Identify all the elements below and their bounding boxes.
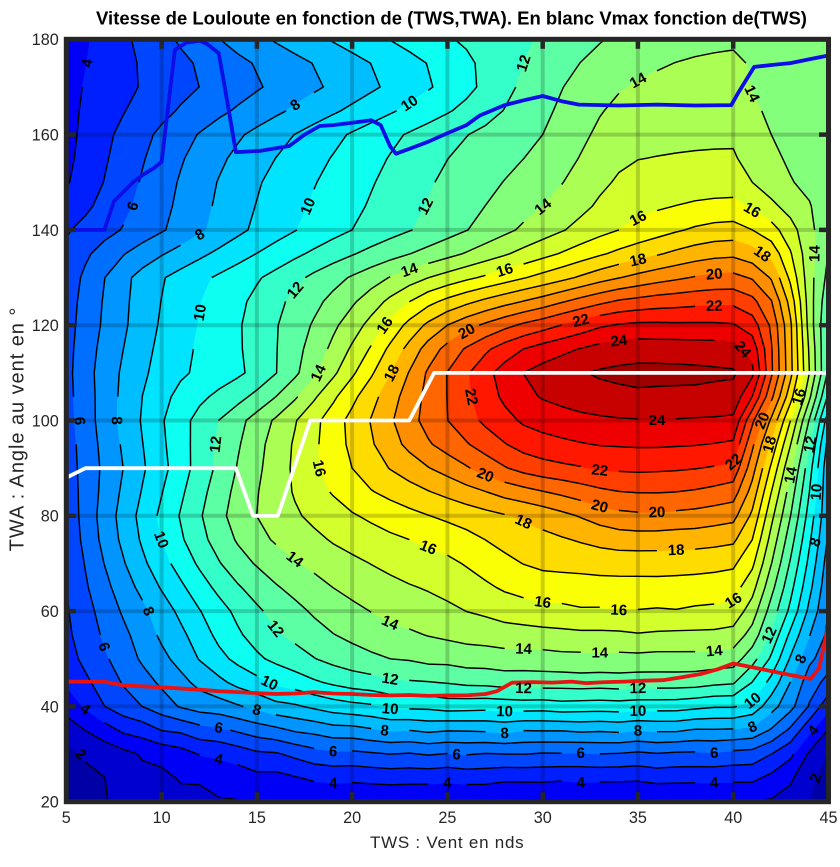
svg-text:14: 14 [806,245,823,263]
svg-text:Vitesse de Louloute en fonctio: Vitesse de Louloute en fonction de (TWS,… [96,8,807,29]
svg-text:20: 20 [41,794,59,812]
svg-text:45: 45 [819,809,837,827]
svg-text:16: 16 [789,387,810,408]
svg-text:160: 160 [32,127,59,145]
svg-text:4: 4 [443,775,452,792]
svg-text:20: 20 [455,320,478,343]
svg-text:10: 10 [381,700,399,718]
svg-text:6: 6 [213,719,224,737]
svg-text:14: 14 [627,69,650,92]
svg-text:16: 16 [627,207,650,230]
svg-text:14: 14 [515,641,533,659]
svg-text:10: 10 [191,303,210,322]
svg-text:60: 60 [41,603,59,621]
svg-text:8: 8 [379,722,389,740]
svg-text:35: 35 [629,809,647,827]
svg-text:12: 12 [758,624,780,646]
svg-text:10: 10 [741,689,765,713]
svg-text:20: 20 [705,265,723,283]
svg-text:16: 16 [740,199,763,222]
svg-text:25: 25 [438,809,456,827]
svg-text:140: 140 [32,222,59,240]
svg-text:14: 14 [379,612,402,635]
svg-text:16: 16 [417,537,439,559]
svg-text:12: 12 [415,195,438,218]
svg-text:12: 12 [263,617,287,641]
svg-text:10: 10 [153,809,171,827]
svg-text:18: 18 [628,250,648,270]
svg-text:18: 18 [667,542,684,560]
svg-text:30: 30 [534,809,552,827]
svg-text:8: 8 [108,416,125,425]
svg-text:12: 12 [800,435,820,455]
svg-text:120: 120 [32,317,59,335]
svg-text:14: 14 [591,645,608,662]
svg-text:20: 20 [343,809,361,827]
svg-text:8: 8 [634,723,643,740]
svg-text:14: 14 [399,259,421,281]
svg-text:20: 20 [648,504,665,522]
svg-text:4: 4 [79,57,97,68]
svg-text:TWA : Angle au vent en °: TWA : Angle au vent en ° [7,307,29,552]
svg-text:12: 12 [515,680,532,697]
svg-text:20: 20 [752,410,774,432]
svg-text:100: 100 [32,412,59,430]
svg-text:18: 18 [750,243,773,266]
svg-text:4: 4 [329,775,338,792]
svg-text:40: 40 [41,698,59,716]
svg-text:5: 5 [62,809,71,827]
svg-text:22: 22 [571,311,591,332]
svg-text:22: 22 [591,461,609,480]
svg-text:24: 24 [649,412,666,429]
svg-text:6: 6 [710,745,719,762]
svg-text:80: 80 [41,508,59,526]
svg-text:14: 14 [740,83,763,106]
svg-text:180: 180 [32,31,59,49]
svg-text:15: 15 [248,809,266,827]
svg-text:22: 22 [706,298,723,315]
svg-text:12: 12 [207,435,226,453]
svg-text:14: 14 [308,361,331,384]
svg-text:4: 4 [710,775,719,792]
svg-text:18: 18 [512,511,534,533]
svg-text:20: 20 [474,464,496,486]
svg-text:14: 14 [705,642,724,660]
svg-text:16: 16 [722,589,745,612]
svg-text:12: 12 [513,53,534,74]
svg-text:10: 10 [629,703,646,720]
svg-text:10: 10 [150,529,172,551]
svg-text:10: 10 [496,703,513,720]
svg-text:TWS : Vent en nds: TWS : Vent en nds [370,833,525,852]
svg-text:24: 24 [610,332,629,351]
svg-text:10: 10 [297,195,319,217]
svg-text:16: 16 [309,458,329,478]
svg-text:10: 10 [398,92,421,115]
svg-text:4: 4 [576,774,585,791]
svg-text:10: 10 [258,672,280,695]
svg-text:8: 8 [500,725,509,742]
svg-text:14: 14 [781,465,801,485]
svg-text:20: 20 [589,496,610,517]
svg-text:16: 16 [533,593,552,612]
svg-text:16: 16 [610,601,628,619]
svg-text:40: 40 [724,809,742,827]
svg-text:6: 6 [328,743,338,761]
svg-text:6: 6 [452,746,462,764]
svg-text:16: 16 [373,314,396,337]
svg-text:22: 22 [461,387,481,407]
svg-text:16: 16 [494,260,515,281]
svg-text:6: 6 [71,417,88,426]
svg-text:12: 12 [381,670,400,689]
svg-text:6: 6 [576,745,585,762]
svg-text:18: 18 [760,434,781,455]
svg-text:12: 12 [629,680,646,697]
svg-text:10: 10 [808,483,826,501]
svg-text:18: 18 [381,362,404,385]
